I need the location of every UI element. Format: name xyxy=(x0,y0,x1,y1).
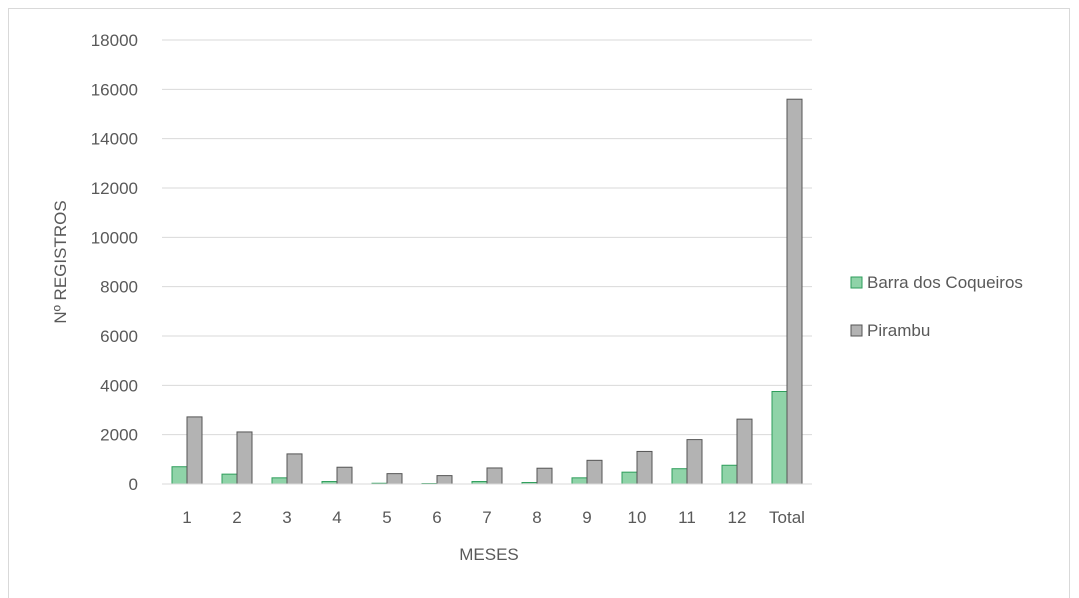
bar-pirambu-4 xyxy=(336,466,353,485)
bar-barra-dos-coqueiros-11 xyxy=(671,468,688,485)
chart-frame xyxy=(8,8,1070,598)
y-tick-label: 2000 xyxy=(100,426,138,445)
y-tick-label: 16000 xyxy=(91,80,138,99)
x-tick-label: 10 xyxy=(628,508,647,527)
y-tick-label: 6000 xyxy=(100,327,138,346)
x-tick-label: 6 xyxy=(432,508,441,527)
x-tick-label: 12 xyxy=(728,508,747,527)
bar-barra-dos-coqueiros-9 xyxy=(571,477,588,485)
legend: Barra dos Coqueiros Pirambu xyxy=(850,273,1023,340)
x-axis-ticks: 1 2 3 4 5 6 7 8 9 10 11 12 Total xyxy=(182,508,805,527)
x-tick-label: 2 xyxy=(232,508,241,527)
bar-pirambu-7 xyxy=(486,467,503,485)
bar-pirambu-6 xyxy=(436,475,453,485)
x-tick-label: 3 xyxy=(282,508,291,527)
bar-pirambu-8 xyxy=(536,467,553,485)
x-tick-label: 1 xyxy=(182,508,191,527)
bar-barra-dos-coqueiros-3 xyxy=(271,477,288,485)
bar-barra-dos-coqueiros-Total xyxy=(771,391,788,485)
legend-swatch xyxy=(850,276,863,289)
bar-pirambu-5 xyxy=(386,473,403,485)
y-tick-label: 8000 xyxy=(100,278,138,297)
bar-barra-dos-coqueiros-2 xyxy=(221,473,238,485)
y-tick-label: 14000 xyxy=(91,130,138,149)
y-axis-title: Nº REGISTROS xyxy=(51,200,70,323)
bar-pirambu-12 xyxy=(736,418,753,485)
legend-label: Pirambu xyxy=(867,321,930,340)
x-axis-title: MESES xyxy=(459,545,519,564)
y-tick-label: 18000 xyxy=(91,31,138,50)
x-tick-label: 5 xyxy=(382,508,391,527)
y-tick-label: 12000 xyxy=(91,179,138,198)
bar-pirambu-9 xyxy=(586,459,603,485)
x-tick-label: 9 xyxy=(582,508,591,527)
gridlines xyxy=(162,39,812,436)
bar-pirambu-Total xyxy=(786,98,803,485)
y-tick-label: 4000 xyxy=(100,376,138,395)
x-tick-label: 7 xyxy=(482,508,491,527)
bar-pirambu-11 xyxy=(686,439,703,485)
legend-label: Barra dos Coqueiros xyxy=(867,273,1023,292)
bar-barra-dos-coqueiros-12 xyxy=(721,464,738,485)
y-tick-label: 0 xyxy=(129,475,138,494)
y-axis-ticks: 0 2000 4000 6000 8000 10000 12000 14000 16000 180… xyxy=(91,31,138,494)
x-tick-label: 4 xyxy=(332,508,341,527)
x-tick-label: 11 xyxy=(678,508,696,527)
bars xyxy=(171,98,803,485)
bar-pirambu-10 xyxy=(636,450,653,485)
bar-barra-dos-coqueiros-1 xyxy=(171,466,188,485)
legend-swatch xyxy=(850,324,863,337)
bar-barra-dos-coqueiros-10 xyxy=(621,471,638,485)
bar-pirambu-2 xyxy=(236,431,253,485)
bar-pirambu-3 xyxy=(286,453,303,485)
x-tick-label: 8 xyxy=(532,508,541,527)
bar-pirambu-1 xyxy=(186,416,203,485)
y-tick-label: 10000 xyxy=(91,228,138,247)
x-tick-label: Total xyxy=(769,508,805,527)
